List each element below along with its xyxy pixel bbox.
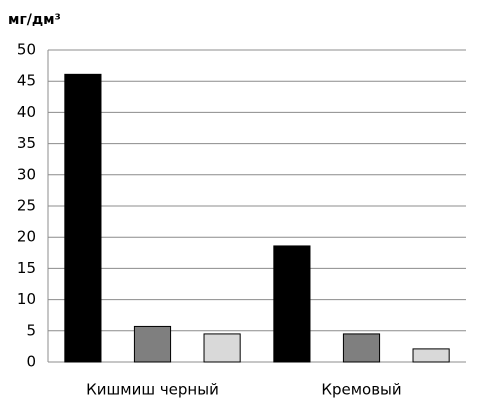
y-tick-label: 10 (17, 290, 36, 308)
y-tick-label: 20 (17, 228, 36, 246)
y-tick-label: 35 (17, 134, 36, 152)
y-axis-title: мг/дм³ (8, 12, 61, 28)
bar (273, 245, 311, 363)
bar (133, 325, 172, 363)
y-tick-label: 50 (17, 41, 36, 59)
bar (203, 333, 241, 363)
y-tick-label: 30 (17, 165, 36, 183)
y-tick-label: 5 (26, 321, 36, 339)
x-tick-label: Кишмиш черный (86, 381, 219, 399)
y-tick-label: 15 (17, 259, 36, 277)
bar (342, 333, 381, 363)
y-tick-label: 45 (17, 72, 36, 90)
bar (64, 73, 102, 363)
y-tick-label: 25 (17, 197, 36, 215)
y-tick-label: 0 (26, 353, 36, 371)
x-tick-label: Кремовый (321, 381, 401, 399)
y-tick-label: 40 (17, 103, 36, 121)
bar (412, 348, 450, 363)
